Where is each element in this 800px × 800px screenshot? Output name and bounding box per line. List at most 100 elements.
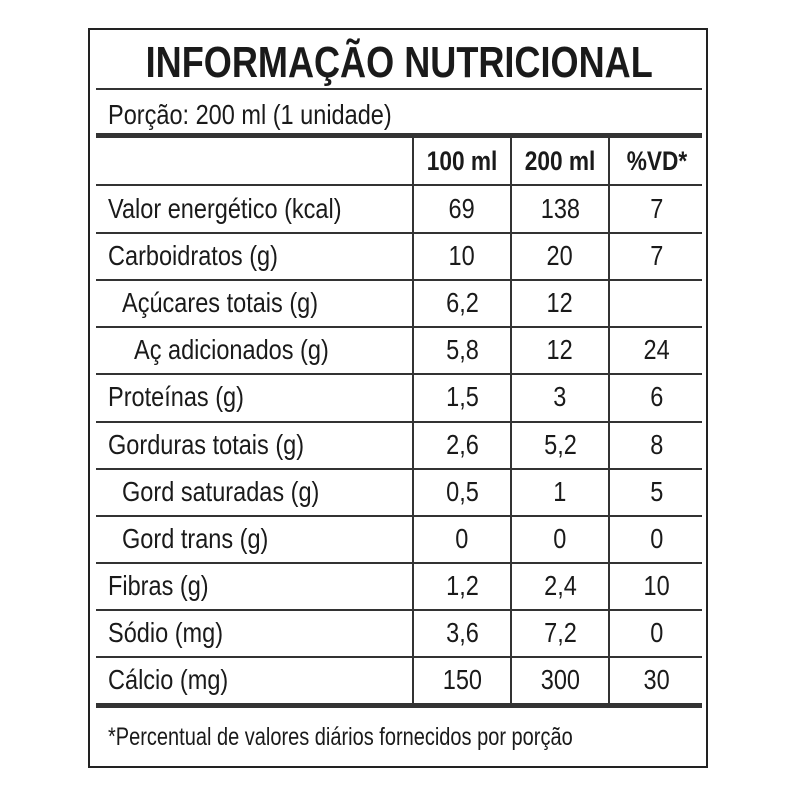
- nutrient-label-text: Gord saturadas (g): [122, 475, 320, 507]
- value-200ml: 138: [512, 186, 608, 232]
- nutrient-label: Gord trans (g): [122, 516, 296, 562]
- nutrient-label: Carboidratos (g): [108, 233, 310, 279]
- column-header-100ml: 100 ml: [414, 138, 510, 184]
- row-divider: [96, 184, 702, 186]
- value-200ml-text: 3: [553, 381, 567, 413]
- nutrient-label-text: Proteínas (g): [108, 381, 244, 413]
- value-vd: 6: [610, 374, 704, 420]
- column-header-200ml: 200 ml: [512, 138, 608, 184]
- column-header-vd-text: %VD*: [626, 146, 688, 176]
- value-100ml-text: 1,2: [445, 569, 479, 601]
- label-title: INFORMAÇÃO NUTRICIONAL: [90, 38, 706, 88]
- column-header-100ml-text: 100 ml: [426, 146, 498, 176]
- row-divider: [96, 373, 702, 376]
- value-vd-text: 10: [643, 569, 671, 601]
- value-vd: 8: [610, 422, 704, 468]
- nutrient-label: Sódio (mg): [108, 610, 245, 656]
- nutrient-label: Cálcio (mg): [108, 657, 251, 703]
- nutrient-label: Gorduras totais (g): [108, 422, 341, 468]
- value-200ml-text: 12: [546, 334, 574, 366]
- value-100ml: 2,6: [414, 422, 510, 468]
- value-200ml-text: 20: [546, 240, 574, 272]
- nutrient-label: Fibras (g): [108, 563, 228, 609]
- value-200ml: 12: [512, 280, 608, 326]
- value-200ml: 20: [512, 233, 608, 279]
- value-vd: 24: [610, 327, 704, 373]
- value-100ml-text: 150: [442, 664, 482, 695]
- value-200ml: 2,4: [512, 563, 608, 609]
- value-vd: 7: [610, 186, 704, 232]
- value-vd: [610, 280, 704, 326]
- value-100ml: 6,2: [414, 280, 510, 326]
- value-vd-text: 30: [643, 664, 671, 695]
- portion-text: Porção: 200 ml (1 unidade): [108, 99, 392, 130]
- value-200ml: 300: [512, 657, 608, 703]
- nutrient-label-text: Sódio (mg): [108, 616, 224, 648]
- value-200ml-text: 2,4: [543, 569, 577, 601]
- value-vd-text: 5: [650, 475, 664, 507]
- nutrient-label-text: Gord trans (g): [122, 522, 269, 554]
- value-100ml: 5,8: [414, 327, 510, 373]
- nutrient-label-text: Cálcio (mg): [108, 664, 229, 695]
- value-100ml-text: 0,5: [445, 475, 479, 507]
- value-100ml: 150: [414, 657, 510, 703]
- nutrient-label-text: Carboidratos (g): [108, 240, 278, 272]
- value-100ml-text: 3,6: [445, 616, 479, 648]
- nutrient-label: Açúcares totais (g): [122, 280, 355, 326]
- value-vd-text: 0: [650, 616, 664, 648]
- value-200ml-text: 7,2: [543, 616, 577, 648]
- nutrient-label-text: Valor energético (kcal): [108, 193, 342, 224]
- value-vd-text: 6: [650, 381, 664, 413]
- value-200ml-text: 12: [546, 287, 574, 319]
- value-vd-text: 7: [650, 240, 664, 272]
- value-100ml: 0: [414, 516, 510, 562]
- value-100ml-text: 10: [448, 240, 476, 272]
- value-100ml-text: 6,2: [445, 287, 479, 319]
- title-text: INFORMAÇÃO NUTRICIONAL: [145, 38, 653, 87]
- row-divider: [96, 232, 702, 235]
- nutrition-label: INFORMAÇÃO NUTRICIONAL Porção: 200 ml (1…: [88, 28, 708, 768]
- value-vd: 10: [610, 563, 704, 609]
- value-vd: 5: [610, 469, 704, 515]
- value-200ml: 1: [512, 469, 608, 515]
- nutrient-label-text: Fibras (g): [108, 569, 209, 601]
- value-200ml-text: 0: [553, 522, 567, 554]
- value-200ml-text: 1: [553, 475, 567, 507]
- row-divider: [96, 656, 702, 658]
- nutrient-label: Valor energético (kcal): [108, 186, 386, 232]
- row-divider: [96, 326, 702, 329]
- row-divider: [96, 608, 702, 611]
- nutrient-label-text: Aç adicionados (g): [134, 334, 329, 366]
- row-divider: [96, 561, 702, 564]
- value-vd: 0: [610, 610, 704, 656]
- value-200ml: 12: [512, 327, 608, 373]
- value-100ml: 0,5: [414, 469, 510, 515]
- value-vd-text: 24: [643, 334, 671, 366]
- value-100ml-text: 69: [448, 193, 476, 224]
- row-divider: [96, 420, 702, 423]
- footnote-text: *Percentual de valores diários fornecido…: [108, 723, 573, 751]
- value-200ml: 5,2: [512, 422, 608, 468]
- value-200ml-text: 5,2: [543, 428, 577, 460]
- row-divider: [96, 467, 702, 470]
- value-200ml: 7,2: [512, 610, 608, 656]
- value-100ml-text: 0: [455, 522, 469, 554]
- value-100ml-text: 1,5: [445, 381, 479, 413]
- value-vd-text: 8: [650, 428, 664, 460]
- value-200ml-text: 300: [540, 664, 580, 695]
- value-vd-text: 7: [650, 193, 664, 224]
- nutrient-label: Gord saturadas (g): [122, 469, 357, 515]
- divider-title: [96, 88, 702, 90]
- value-vd-text: 0: [650, 522, 664, 554]
- value-vd: 0: [610, 516, 704, 562]
- value-100ml: 3,6: [414, 610, 510, 656]
- value-100ml: 69: [414, 186, 510, 232]
- nutrient-label: Proteínas (g): [108, 374, 270, 420]
- column-header-vd: %VD*: [610, 138, 704, 184]
- row-divider: [96, 279, 702, 282]
- value-200ml-text: 138: [540, 193, 580, 224]
- value-100ml: 1,2: [414, 563, 510, 609]
- value-100ml: 10: [414, 233, 510, 279]
- value-200ml: 3: [512, 374, 608, 420]
- row-divider: [96, 514, 702, 517]
